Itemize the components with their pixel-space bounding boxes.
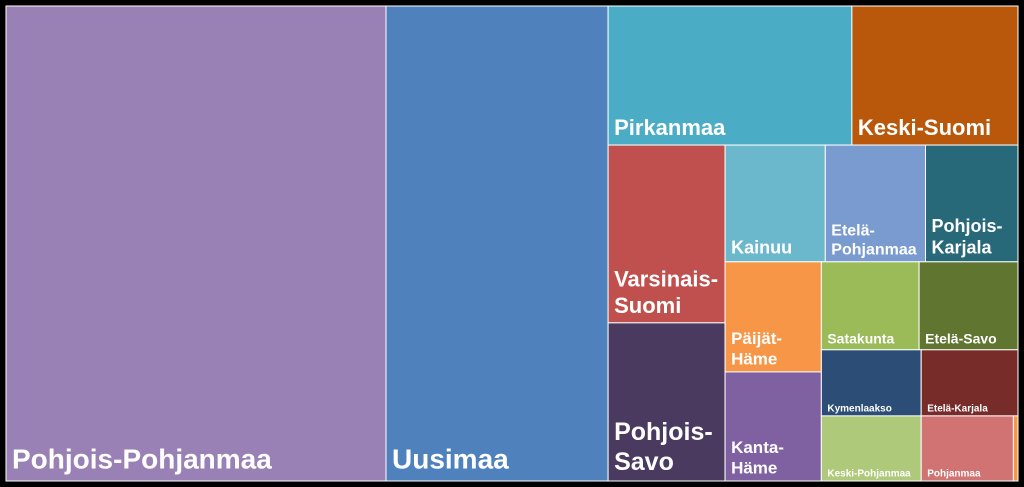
treemap-tile	[851, 5, 1019, 146]
tile-label: Etelä- Pohjanmaa	[831, 222, 916, 258]
tile-label-line: Pirkanmaa	[614, 115, 726, 140]
treemap-tile	[607, 5, 853, 146]
tile-label: Pirkanmaa	[614, 115, 726, 140]
treemap-tile	[820, 349, 922, 417]
tile-label-line: Pohjois-	[932, 216, 1003, 236]
tile-label: Päijät-Häme	[731, 329, 782, 368]
treemap-tile	[724, 261, 822, 373]
tile-label: Etelä-Savo	[925, 330, 997, 346]
treemap-tile	[607, 144, 726, 324]
tile-label: Pohjois-Pohjanmaa	[12, 443, 272, 474]
tile-label-line: Karjala	[932, 238, 993, 258]
treemap-tile	[824, 144, 927, 263]
tile-label-line: Etelä-	[831, 222, 875, 239]
tile-label-line: Häme	[731, 349, 777, 368]
tile-label-line: Pohjois-Pohjanmaa	[12, 443, 272, 474]
tile-label-line: Suomi	[614, 293, 681, 318]
treemap-tile	[724, 144, 826, 263]
tile-label: Pohjois-Karjala	[932, 216, 1003, 258]
tile-label-line: Kainuu	[731, 238, 792, 258]
treemap-tile	[820, 415, 922, 482]
tile-label: Keski-Pohjanmaa	[827, 469, 911, 480]
tile-label-line: Etelä-Savo	[925, 330, 997, 346]
treemap-tile	[607, 322, 726, 482]
tile-label: Etelä-Karjala	[927, 403, 988, 414]
treemap-tile	[820, 261, 920, 351]
treemap-tile	[5, 5, 387, 482]
tile-label: Varsinais-Suomi	[614, 267, 718, 318]
tile-label-line: Keski-Pohjanmaa	[827, 469, 911, 480]
tile-label: Pohjois-Savo	[614, 418, 713, 476]
tile-label-line: Päijät-	[731, 329, 782, 348]
tile-label: Kanta-Häme	[731, 438, 784, 477]
treemap-tile	[385, 5, 609, 482]
tile-label-line: Kanta-	[731, 438, 784, 457]
tile-label-line: Kymenlaakso	[827, 403, 891, 414]
tile-label-line: Uusimaa	[392, 443, 509, 474]
tile-label: Keski-Suomi	[858, 115, 991, 140]
tile-label-line: Etelä-Karjala	[927, 403, 988, 414]
treemap-tile	[1012, 415, 1019, 482]
treemap-tile	[724, 371, 822, 482]
tile-label: Pohjanmaa	[927, 469, 981, 480]
tile-label: Kainuu	[731, 238, 792, 258]
tile-label-line: Pohjanmaa	[831, 242, 916, 259]
tile-label-line: Satakunta	[827, 330, 894, 346]
tile-label-line: Pohjanmaa	[927, 469, 981, 480]
tile-label: Satakunta	[827, 330, 894, 346]
treemap-tile	[918, 261, 1019, 351]
tile-label-line: Pohjois-	[614, 418, 713, 446]
tile-label-line: Keski-Suomi	[858, 115, 991, 140]
tile-label: Kymenlaakso	[827, 403, 891, 414]
tile-label-line: Savo	[614, 448, 674, 476]
tile-label-line: Häme	[731, 458, 777, 477]
tile-label-line: Varsinais-	[614, 267, 718, 292]
tile-label: Uusimaa	[392, 443, 509, 474]
treemap-tile	[920, 349, 1019, 417]
